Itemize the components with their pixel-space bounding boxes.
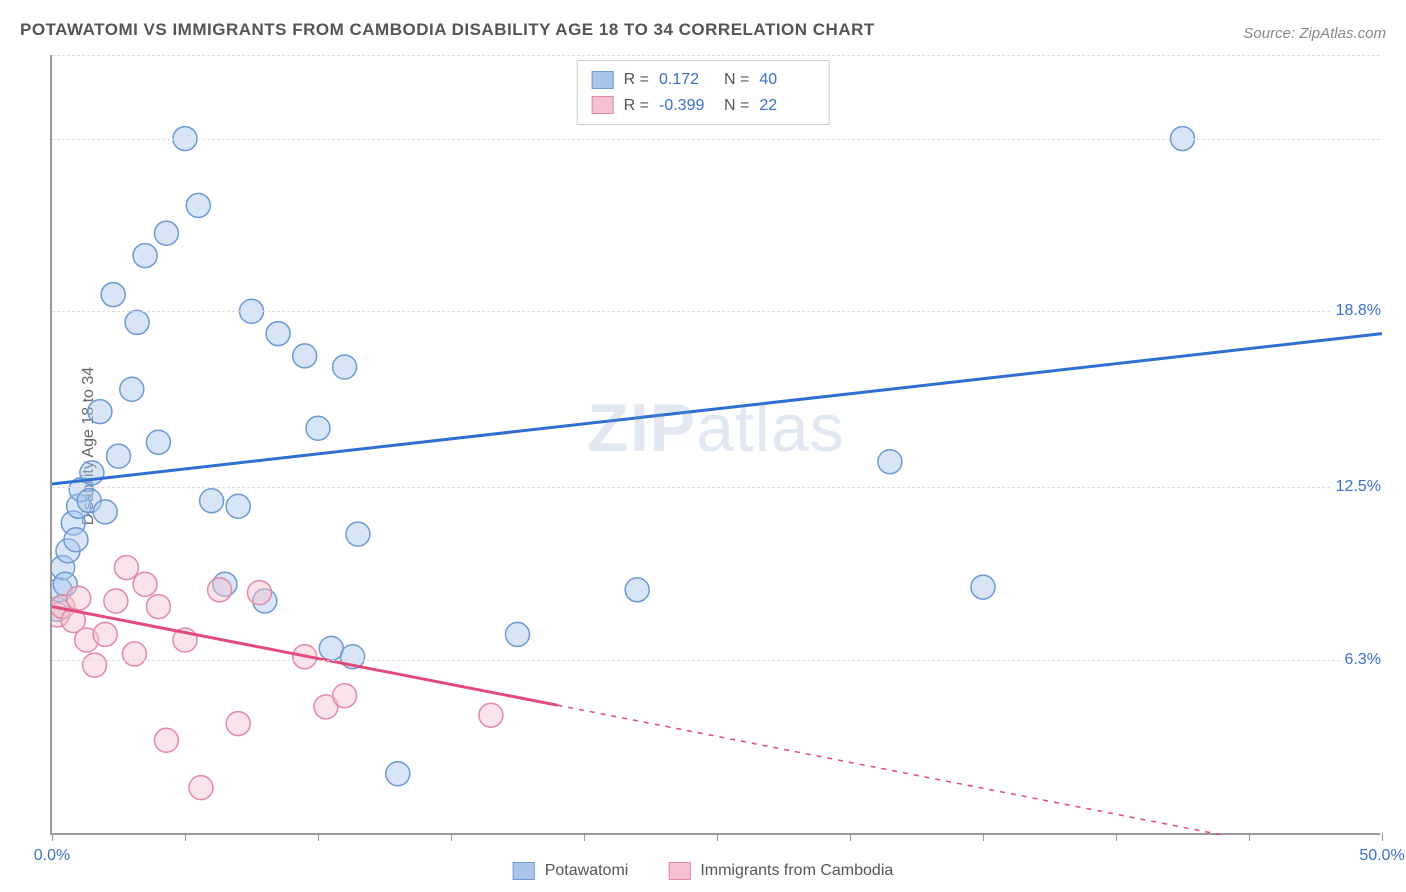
r-label: R = (624, 67, 649, 93)
data-point (625, 578, 649, 602)
data-point (878, 450, 902, 474)
data-point (93, 500, 117, 524)
data-point (83, 653, 107, 677)
data-point (154, 221, 178, 245)
legend-swatch (592, 71, 614, 89)
data-point (67, 586, 91, 610)
plot-area: ZIPatlas 6.3%12.5%18.8%0.0%50.0% (50, 55, 1380, 835)
y-tick-label: 18.8% (1332, 302, 1385, 320)
legend-item: Potawatomi (513, 862, 629, 880)
x-tick (1249, 833, 1250, 841)
y-tick-label: 6.3% (1341, 651, 1385, 669)
legend-swatch (592, 96, 614, 114)
r-label: R = (624, 93, 649, 119)
gridline (52, 487, 1380, 488)
trend-line (52, 334, 1382, 484)
chart-title: POTAWATOMI VS IMMIGRANTS FROM CAMBODIA D… (20, 20, 875, 40)
x-tick (717, 833, 718, 841)
data-point (226, 712, 250, 736)
r-value: -0.399 (659, 93, 714, 119)
data-point (333, 684, 357, 708)
data-point (133, 572, 157, 596)
x-tick (185, 833, 186, 841)
data-point (319, 636, 343, 660)
x-tick (983, 833, 984, 841)
x-tick (318, 833, 319, 841)
trend-line-dashed (557, 705, 1222, 835)
data-point (306, 416, 330, 440)
legend-swatch (513, 862, 535, 880)
data-point (208, 578, 232, 602)
gridline (52, 55, 1380, 56)
data-point (293, 344, 317, 368)
legend-stats: R = 0.172 N = 40 R = -0.399 N = 22 (577, 60, 830, 125)
data-point (346, 522, 370, 546)
data-point (64, 528, 88, 552)
data-point (154, 728, 178, 752)
x-tick (584, 833, 585, 841)
gridline (52, 139, 1380, 140)
x-tick (1382, 833, 1383, 841)
data-point (146, 595, 170, 619)
y-tick-label: 12.5% (1332, 478, 1385, 496)
x-tick (1116, 833, 1117, 841)
data-point (386, 762, 410, 786)
data-point (266, 322, 290, 346)
legend-stat-row: R = 0.172 N = 40 (592, 67, 815, 93)
source-credit: Source: ZipAtlas.com (1243, 25, 1386, 42)
legend-stat-row: R = -0.399 N = 22 (592, 93, 815, 119)
source-label: Source: (1243, 25, 1295, 42)
legend-item: Immigrants from Cambodia (668, 862, 893, 880)
legend-label: Potawatomi (545, 862, 629, 880)
gridline (52, 660, 1380, 661)
data-point (189, 776, 213, 800)
data-point (88, 400, 112, 424)
data-point (133, 244, 157, 268)
legend-bottom: Potawatomi Immigrants from Cambodia (513, 862, 894, 880)
data-point (247, 581, 271, 605)
x-tick (850, 833, 851, 841)
n-label: N = (724, 93, 749, 119)
data-point (186, 193, 210, 217)
data-point (333, 355, 357, 379)
data-point (479, 703, 503, 727)
scatter-plot-svg (52, 55, 1382, 835)
data-point (226, 494, 250, 518)
r-value: 0.172 (659, 67, 714, 93)
data-point (506, 622, 530, 646)
data-point (971, 575, 995, 599)
x-tick-label: 0.0% (34, 847, 70, 865)
data-point (114, 556, 138, 580)
x-tick (52, 833, 53, 841)
legend-swatch (668, 862, 690, 880)
data-point (107, 444, 131, 468)
data-point (120, 377, 144, 401)
data-point (146, 430, 170, 454)
source-name: ZipAtlas.com (1299, 25, 1386, 42)
x-tick (451, 833, 452, 841)
x-tick-label: 50.0% (1359, 847, 1404, 865)
data-point (125, 310, 149, 334)
data-point (200, 489, 224, 513)
data-point (101, 283, 125, 307)
data-point (122, 642, 146, 666)
n-value: 22 (759, 93, 814, 119)
n-label: N = (724, 67, 749, 93)
data-point (104, 589, 128, 613)
legend-label: Immigrants from Cambodia (700, 862, 893, 880)
data-point (93, 622, 117, 646)
n-value: 40 (759, 67, 814, 93)
gridline (52, 311, 1380, 312)
